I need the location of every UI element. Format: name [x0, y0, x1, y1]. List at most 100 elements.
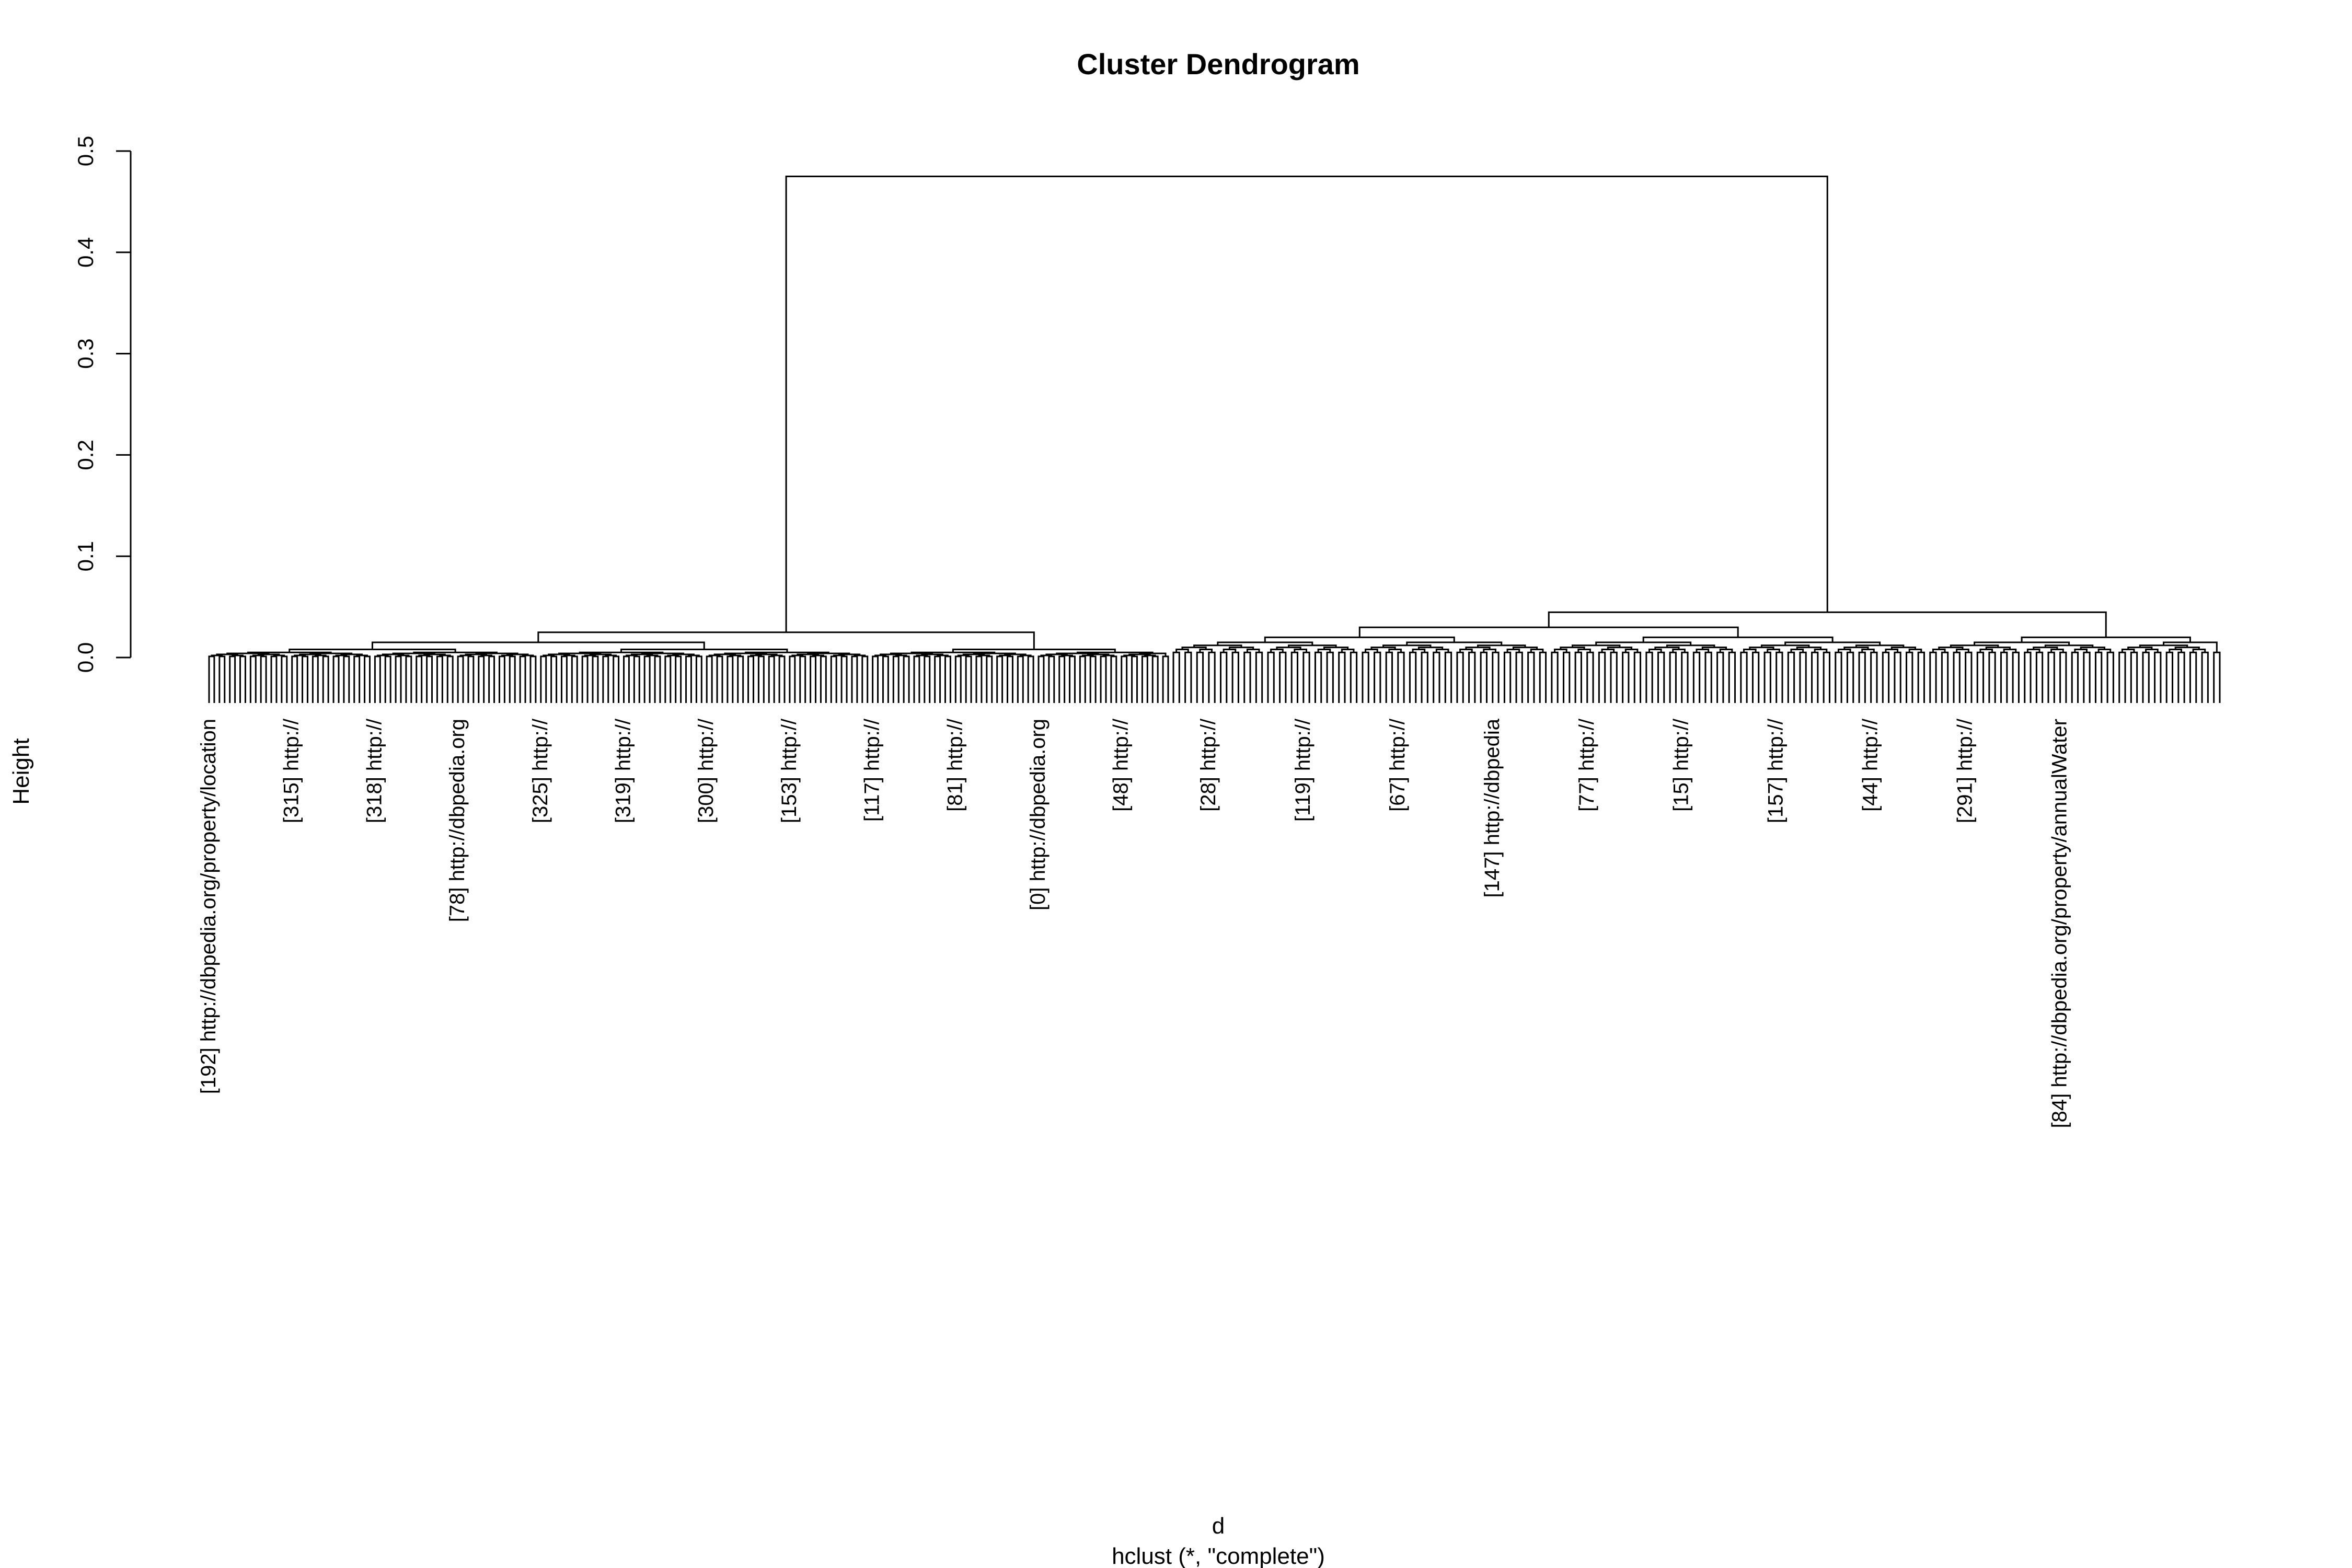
- left-cluster-merge: [1048, 655, 1055, 703]
- left-cluster-merge: [757, 655, 765, 703]
- leaf-label: [15] http://: [1670, 718, 1693, 812]
- left-cluster-merge: [332, 655, 340, 703]
- leaf-label: [291] http://: [1954, 718, 1977, 823]
- right-cluster-merge: [2094, 651, 2103, 703]
- left-cluster-merge: [270, 655, 278, 703]
- leaf-label: [147] http://dbpedia: [1481, 718, 1504, 897]
- left-cluster-merge: [716, 655, 723, 703]
- left-cluster-merge: [633, 655, 640, 703]
- right-cluster-merge: [1669, 651, 1677, 703]
- right-cluster-merge: [1799, 651, 1807, 703]
- left-cluster-merge: [1037, 655, 1045, 703]
- left-cluster-merge: [291, 655, 298, 703]
- leaf-label: [81] http://: [943, 718, 966, 812]
- left-cluster-merge: [727, 655, 734, 703]
- left-cluster-merge: [789, 655, 796, 703]
- leaf-label: [319] http://: [612, 718, 635, 823]
- left-cluster-merge: [540, 655, 547, 703]
- left-cluster-merge: [384, 655, 391, 703]
- leaf-label: [67] http://: [1386, 718, 1409, 812]
- right-cluster-merge: [1480, 651, 1488, 703]
- right-cluster-merge: [1988, 651, 1996, 703]
- right-cluster-merge: [1326, 651, 1334, 703]
- left-cluster-merge: [498, 655, 505, 703]
- left-cluster-merge: [405, 655, 412, 703]
- left-cluster-merge: [364, 655, 371, 703]
- y-tick-label: 0.0: [73, 642, 98, 673]
- right-cluster-merge: [1976, 651, 1985, 703]
- right-cluster-merge: [1645, 651, 1653, 703]
- right-cluster-merge: [1598, 651, 1606, 703]
- right-cluster-merge: [1906, 651, 1913, 703]
- right-cluster-merge: [1751, 651, 1760, 703]
- left-cluster-merge: [1121, 655, 1128, 703]
- leaf-label: [28] http://: [1197, 718, 1220, 812]
- left-cluster-merge: [810, 655, 817, 703]
- left-cluster-merge: [664, 655, 672, 703]
- left-cluster-merge: [1131, 655, 1138, 703]
- leaf-label: [318] http://: [363, 718, 386, 823]
- right-cluster-merge: [1492, 651, 1500, 703]
- right-cluster-merge: [2213, 651, 2221, 703]
- right-cluster-merge: [2201, 651, 2209, 703]
- left-cluster-merge: [537, 631, 1035, 650]
- left-cluster-merge: [1141, 655, 1148, 703]
- right-cluster-merge: [2035, 651, 2044, 703]
- right-cluster-merge: [1548, 611, 2107, 638]
- left-cluster-merge: [954, 655, 962, 703]
- right-cluster-merge: [1358, 626, 1739, 638]
- left-cluster-merge: [934, 655, 941, 703]
- y-tick-label: 0.3: [73, 338, 98, 368]
- right-cluster-merge: [1610, 651, 1618, 703]
- right-cluster-merge: [1763, 651, 1771, 703]
- left-cluster-merge: [1017, 655, 1024, 703]
- left-cluster-merge: [592, 655, 599, 703]
- right-cluster-merge: [1231, 651, 1239, 703]
- dendrogram-tree: [208, 175, 2221, 703]
- right-cluster-merge: [1362, 651, 1369, 703]
- leaf-label: [325] http://: [529, 718, 552, 823]
- root-merge: [785, 175, 1828, 632]
- left-cluster-merge: [322, 655, 329, 703]
- left-cluster-merge: [1058, 655, 1066, 703]
- left-cluster-merge: [799, 655, 806, 703]
- right-cluster-merge: [1385, 651, 1393, 703]
- y-tick-label: 0.1: [73, 541, 98, 571]
- left-cluster-merge: [623, 655, 630, 703]
- left-cluster-merge: [996, 655, 1004, 703]
- left-cluster-merge: [747, 655, 754, 703]
- right-cluster-merge: [1586, 651, 1594, 703]
- right-cluster-merge: [1290, 651, 1299, 703]
- left-cluster-merge: [892, 655, 900, 703]
- left-cluster-merge: [302, 655, 308, 703]
- right-cluster-merge: [2000, 651, 2008, 703]
- left-cluster-merge: [488, 655, 495, 703]
- right-cluster-merge: [1219, 651, 1228, 703]
- y-axis: 0.0 0.1 0.2 0.3 0.4 0.5: [73, 136, 132, 673]
- right-cluster-merge: [1314, 651, 1322, 703]
- right-cluster-merge: [2012, 651, 2020, 703]
- leaf-label: [44] http://: [1859, 718, 1882, 812]
- left-cluster-merge: [457, 655, 464, 703]
- right-cluster-merge: [1503, 651, 1512, 703]
- left-cluster-merge: [581, 655, 589, 703]
- right-cluster-merge: [1716, 651, 1724, 703]
- right-cluster-merge: [1196, 651, 1204, 703]
- left-cluster-merge: [975, 655, 983, 703]
- right-cluster-merge: [2024, 651, 2032, 703]
- left-cluster-merge: [737, 655, 744, 703]
- left-cluster-merge: [416, 655, 423, 703]
- left-cluster-merge: [560, 655, 568, 703]
- left-cluster-merge: [685, 655, 692, 703]
- right-cluster-merge: [1858, 651, 1866, 703]
- right-cluster-merge: [1728, 651, 1736, 703]
- leaf-label: [77] http://: [1575, 718, 1598, 812]
- leaf-label: [153] http://: [778, 718, 801, 823]
- leaf-label: [119] http://: [1292, 718, 1315, 822]
- right-cluster-merge: [1633, 651, 1642, 703]
- right-cluster-merge: [1374, 651, 1381, 703]
- left-cluster-merge: [851, 655, 858, 703]
- y-axis-label: Height: [8, 738, 34, 804]
- right-cluster-merge: [2106, 651, 2114, 703]
- left-cluster-merge: [1027, 655, 1034, 703]
